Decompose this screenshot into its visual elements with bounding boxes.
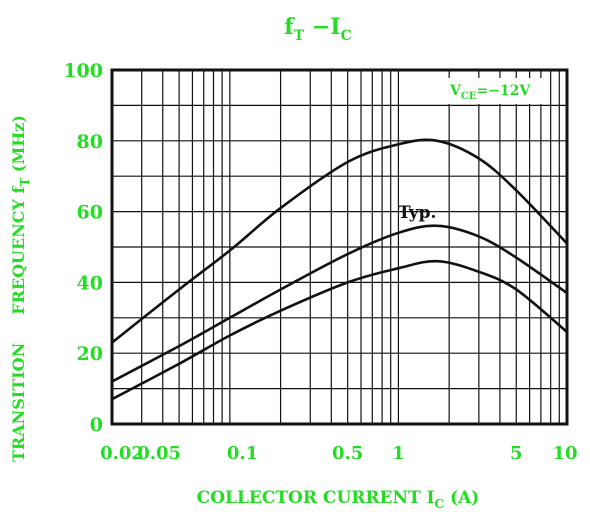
series-2-line — [111, 224, 568, 383]
y-tick-label: 0 — [90, 414, 103, 436]
y-tick-label: 80 — [77, 131, 103, 153]
x-tick-label: 5 — [510, 443, 523, 464]
condition-box — [445, 78, 545, 104]
y-tick-label: 20 — [77, 343, 103, 365]
y-axis-label-group: TRANSITIONFREQUENCY fT (MHz) — [9, 115, 32, 462]
curves-group — [111, 138, 568, 401]
plot-frame — [110, 68, 569, 426]
x-tick-label: 10 — [552, 443, 577, 464]
y-tick-label: 100 — [63, 60, 103, 82]
series-3-line — [111, 259, 568, 401]
grid-lines — [112, 70, 567, 424]
x-tick-labels: 0.020.05 0.1 0.5 1 5 10 — [100, 443, 577, 464]
chart-title: fT −IC — [284, 14, 351, 44]
y-tick-label: 40 — [77, 272, 103, 294]
typ-annotation: Typ. — [398, 203, 436, 223]
x-tick-label: 0.5 — [332, 443, 363, 464]
x-tick-label: 0.1 — [227, 443, 258, 464]
y-tick-labels: 0 20 40 60 80 100 — [63, 60, 103, 436]
y-axis-label: TRANSITIONFREQUENCY fT (MHz) — [9, 115, 32, 462]
x-tick-label: 1 — [392, 443, 405, 464]
series-1-line — [111, 138, 568, 344]
x-tick-label: 0.02 — [100, 443, 144, 464]
condition-label: VCE=−12V — [449, 83, 531, 102]
x-tick-label: 0.05 — [137, 443, 181, 464]
y-tick-label: 60 — [77, 202, 103, 224]
x-axis-label: COLLECTOR CURRENT IC (A) — [197, 488, 480, 511]
